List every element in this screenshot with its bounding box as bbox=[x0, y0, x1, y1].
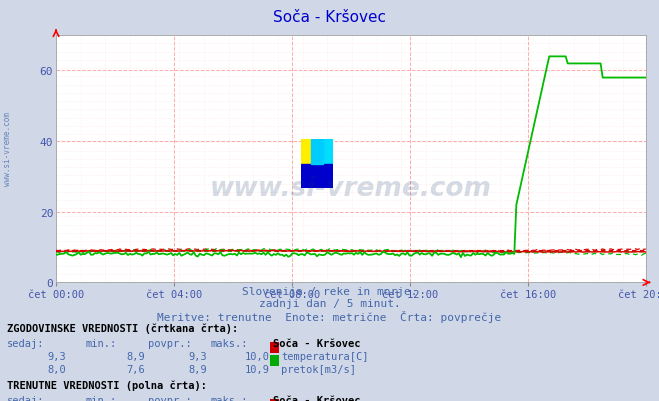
Text: Soča - Kršovec: Soča - Kršovec bbox=[273, 10, 386, 25]
Text: 9,3: 9,3 bbox=[189, 351, 208, 361]
Text: 8,9: 8,9 bbox=[127, 351, 145, 361]
Text: povpr.:: povpr.: bbox=[148, 338, 192, 348]
Text: zadnji dan / 5 minut.: zadnji dan / 5 minut. bbox=[258, 298, 401, 308]
Text: min.:: min.: bbox=[86, 395, 117, 401]
Text: sedaj:: sedaj: bbox=[7, 395, 44, 401]
Text: TRENUTNE VREDNOSTI (polna črta):: TRENUTNE VREDNOSTI (polna črta): bbox=[7, 380, 206, 390]
Text: maks.:: maks.: bbox=[211, 338, 248, 348]
Text: sedaj:: sedaj: bbox=[7, 338, 44, 348]
Text: 8,9: 8,9 bbox=[189, 365, 208, 375]
Text: min.:: min.: bbox=[86, 338, 117, 348]
Text: Slovenija / reke in morje.: Slovenija / reke in morje. bbox=[242, 286, 417, 296]
Text: 8,0: 8,0 bbox=[47, 365, 66, 375]
Text: Soča - Kršovec: Soča - Kršovec bbox=[273, 395, 361, 401]
Text: maks.:: maks.: bbox=[211, 395, 248, 401]
Text: 7,6: 7,6 bbox=[127, 365, 145, 375]
Text: temperatura[C]: temperatura[C] bbox=[281, 351, 369, 361]
Text: www.si-vreme.com: www.si-vreme.com bbox=[3, 111, 13, 185]
Text: 10,9: 10,9 bbox=[245, 365, 270, 375]
Text: ZGODOVINSKE VREDNOSTI (črtkana črta):: ZGODOVINSKE VREDNOSTI (črtkana črta): bbox=[7, 323, 238, 333]
Text: pretok[m3/s]: pretok[m3/s] bbox=[281, 365, 357, 375]
Text: Meritve: trenutne  Enote: metrične  Črta: povprečje: Meritve: trenutne Enote: metrične Črta: … bbox=[158, 310, 501, 322]
Text: Soča - Kršovec: Soča - Kršovec bbox=[273, 338, 361, 348]
Text: www.si-vreme.com: www.si-vreme.com bbox=[210, 176, 492, 202]
Text: povpr.:: povpr.: bbox=[148, 395, 192, 401]
Text: 9,3: 9,3 bbox=[47, 351, 66, 361]
Text: 10,0: 10,0 bbox=[245, 351, 270, 361]
